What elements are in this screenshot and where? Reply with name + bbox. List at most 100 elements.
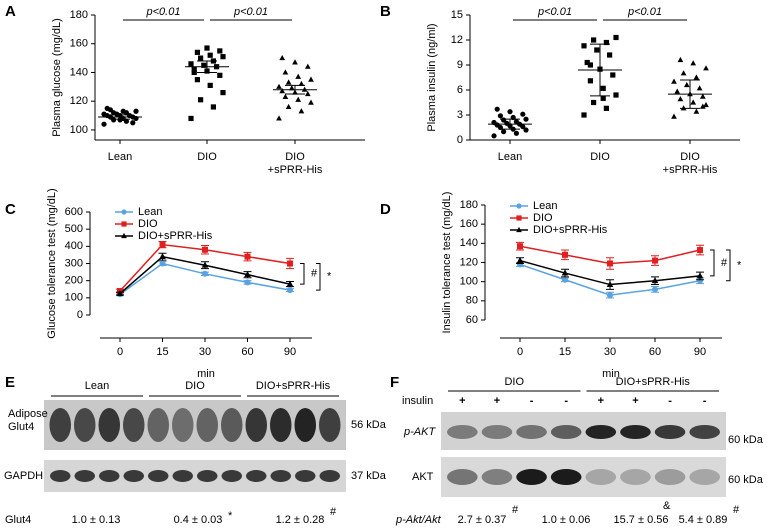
marker [651, 277, 659, 284]
marker [671, 78, 677, 84]
treatment-sign: - [530, 395, 534, 407]
blot-band [294, 408, 316, 442]
marker [652, 286, 658, 293]
marker [308, 99, 314, 105]
marker [104, 105, 110, 111]
legend-marker [516, 203, 522, 209]
marker [279, 88, 286, 94]
legend-marker [516, 215, 522, 221]
marker [591, 37, 597, 43]
marker [671, 113, 677, 119]
treatment-sign: + [459, 395, 465, 407]
y-tick-label: 9 [457, 59, 463, 71]
y-tick-label: 60 [466, 314, 478, 326]
blot-band [49, 408, 71, 442]
x-tick-label: 15 [559, 346, 571, 358]
size-label: 37 kDa [351, 470, 387, 482]
panel-label: C [5, 201, 16, 218]
legend-label: DIO [533, 212, 553, 224]
blot-band [516, 469, 547, 485]
quant-value: 2.7 ± 0.37 [458, 514, 507, 526]
blot-band [74, 408, 96, 442]
marker [288, 85, 295, 91]
y-tick-label: 300 [65, 257, 83, 269]
y-tick-label: 0 [457, 134, 463, 146]
marker [282, 93, 289, 99]
blot-band [319, 470, 340, 482]
marker [677, 96, 684, 102]
marker [244, 279, 251, 286]
legend-marker [121, 221, 127, 227]
marker [304, 63, 311, 69]
y-axis-label: Plasma insulin (ng/ml) [426, 23, 438, 131]
marker [513, 130, 520, 136]
marker [696, 85, 703, 91]
quant-value: 1.0 ± 0.13 [72, 514, 121, 526]
marker [191, 66, 197, 73]
marker [279, 54, 286, 61]
y-axis-label: Plasma glucose (mg/dL) [51, 18, 63, 137]
marker [607, 260, 613, 267]
marker [198, 97, 204, 103]
blot-band [620, 425, 651, 439]
blot-band [585, 469, 617, 485]
row-label: Adipose Glut4 [8, 408, 48, 433]
marker [674, 88, 681, 94]
size-label: 56 kDa [351, 419, 387, 431]
legend-label: Lean [138, 206, 162, 218]
marker [101, 111, 107, 117]
quant-mark: # [733, 504, 740, 516]
marker [295, 96, 302, 102]
marker [298, 80, 305, 87]
marker [194, 77, 200, 83]
marker [159, 260, 166, 267]
blot-band [246, 470, 267, 482]
x-tick-label: Lean [108, 151, 132, 163]
quant-value: 15.7 ± 0.56 [614, 514, 669, 526]
significance-bracket [316, 263, 321, 291]
marker [285, 103, 292, 110]
marker [501, 117, 507, 123]
quant-value: 1.2 ± 0.28 [276, 514, 325, 526]
annotation: * [327, 271, 332, 283]
blot-band [481, 425, 513, 439]
blot-band [99, 470, 120, 482]
marker [652, 257, 658, 264]
marker [287, 287, 293, 294]
x-axis-label: min [602, 368, 620, 380]
marker [497, 113, 503, 119]
y-tick-label: 15 [451, 9, 463, 21]
legend-marker [121, 209, 127, 215]
marker [699, 93, 706, 99]
blot-band [585, 425, 617, 439]
y-tick-label: 12 [451, 34, 463, 46]
x-tick-label: 15 [156, 346, 168, 358]
row-label: GAPDH [4, 470, 43, 482]
marker [220, 89, 226, 96]
blot-band [689, 469, 720, 485]
blot-band [654, 425, 686, 439]
x-tick-label: 60 [649, 346, 661, 358]
marker [194, 49, 200, 55]
annotation: * [737, 259, 742, 271]
marker [607, 292, 613, 299]
treatment-label: insulin [402, 395, 433, 407]
annotation: # [311, 268, 318, 280]
blot-band [221, 470, 242, 482]
y-tick-label: 180 [460, 199, 478, 211]
marker [304, 90, 311, 97]
marker [693, 108, 700, 114]
marker [507, 109, 513, 115]
legend-label: Lean [533, 200, 557, 212]
error-bar [197, 60, 217, 73]
marker [699, 103, 706, 109]
marker [292, 59, 298, 65]
marker [587, 78, 593, 84]
blot-band [147, 408, 169, 442]
marker [308, 76, 314, 82]
annotation: p<0.01 [146, 6, 181, 18]
marker [298, 108, 305, 114]
treatment-sign: + [598, 395, 604, 407]
marker [690, 99, 697, 105]
